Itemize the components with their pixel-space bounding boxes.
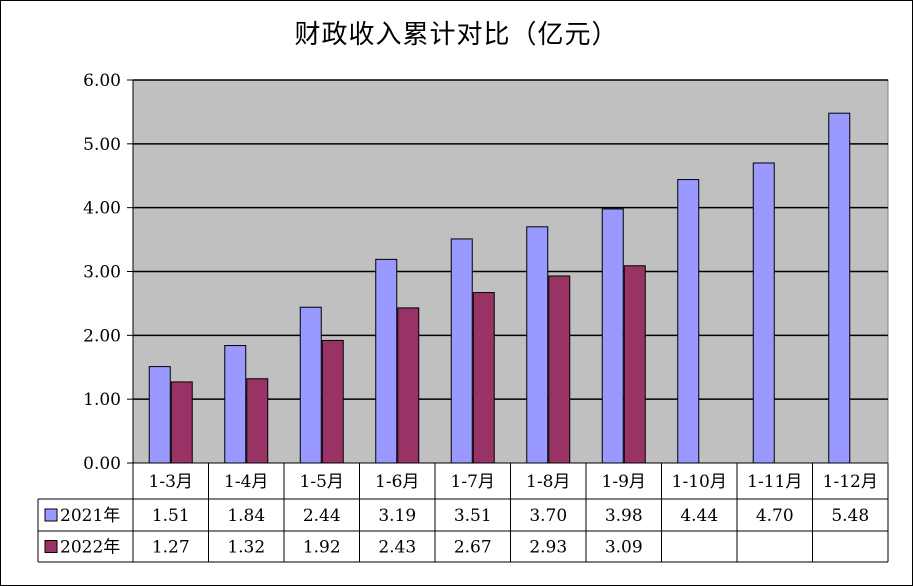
data-label: 3.19 bbox=[378, 506, 416, 526]
data-label: 5.48 bbox=[831, 506, 869, 526]
bar-series1 bbox=[677, 179, 700, 464]
y-tick-label: 3.00 bbox=[83, 263, 121, 283]
y-tick-label: 1.00 bbox=[83, 390, 121, 410]
y-tick-label: 2.00 bbox=[83, 326, 121, 346]
bar-series1 bbox=[450, 238, 473, 464]
data-label: 3.98 bbox=[605, 506, 643, 526]
data-label: 1.92 bbox=[303, 538, 341, 558]
bar-series2 bbox=[548, 275, 571, 464]
bar-series1 bbox=[299, 306, 322, 464]
data-label: 3.70 bbox=[529, 506, 567, 526]
x-tick-label: 1-9月 bbox=[602, 472, 646, 492]
data-label: 1.32 bbox=[227, 538, 265, 558]
x-tick-label: 1-8月 bbox=[526, 472, 570, 492]
data-label: 2.93 bbox=[529, 538, 567, 558]
bar-series1 bbox=[828, 112, 851, 464]
data-label: 2.44 bbox=[303, 506, 341, 526]
x-tick-label: 1-4月 bbox=[224, 472, 268, 492]
data-label: 3.51 bbox=[454, 506, 492, 526]
bar-series1 bbox=[526, 226, 549, 464]
data-label: 2.43 bbox=[378, 538, 416, 558]
data-label: 4.70 bbox=[756, 506, 794, 526]
bar-series1 bbox=[375, 258, 398, 464]
x-tick-label: 1-6月 bbox=[375, 472, 419, 492]
x-tick-label: 1-3月 bbox=[149, 472, 193, 492]
legend-key-series2 bbox=[44, 540, 58, 553]
bar-series2 bbox=[170, 381, 193, 464]
bar-series1 bbox=[601, 208, 624, 464]
data-label: 1.84 bbox=[227, 506, 265, 526]
x-tick-label: 1-7月 bbox=[451, 472, 495, 492]
legend-key-series1 bbox=[44, 508, 58, 522]
bar-series2 bbox=[246, 378, 269, 464]
bar-series2 bbox=[623, 265, 646, 464]
bar-series2 bbox=[321, 339, 344, 464]
legend-label: 2021年 bbox=[60, 506, 120, 526]
y-tick-label: 4.00 bbox=[83, 199, 121, 219]
bar-series2 bbox=[472, 292, 495, 464]
bar-series1 bbox=[148, 366, 171, 464]
y-tick-label: 5.00 bbox=[83, 135, 121, 155]
x-tick-label: 1-5月 bbox=[300, 472, 344, 492]
data-label: 1.27 bbox=[152, 538, 190, 558]
chart-title: 财政收入累计对比（亿元） bbox=[294, 20, 619, 50]
bar-series1 bbox=[224, 345, 247, 464]
x-tick-label: 1-11月 bbox=[747, 472, 802, 492]
bar-series1 bbox=[752, 162, 775, 464]
legend-label: 2022年 bbox=[60, 538, 120, 558]
bar-series2 bbox=[397, 307, 420, 464]
x-tick-label: 1-10月 bbox=[672, 472, 727, 492]
data-label: 4.44 bbox=[680, 506, 718, 526]
y-tick-label: 0.00 bbox=[83, 454, 121, 474]
data-label: 1.51 bbox=[152, 506, 190, 526]
x-tick-label: 1-12月 bbox=[823, 472, 878, 492]
y-tick-label: 6.00 bbox=[83, 71, 121, 91]
data-label: 2.67 bbox=[454, 538, 492, 558]
data-label: 3.09 bbox=[605, 538, 643, 558]
